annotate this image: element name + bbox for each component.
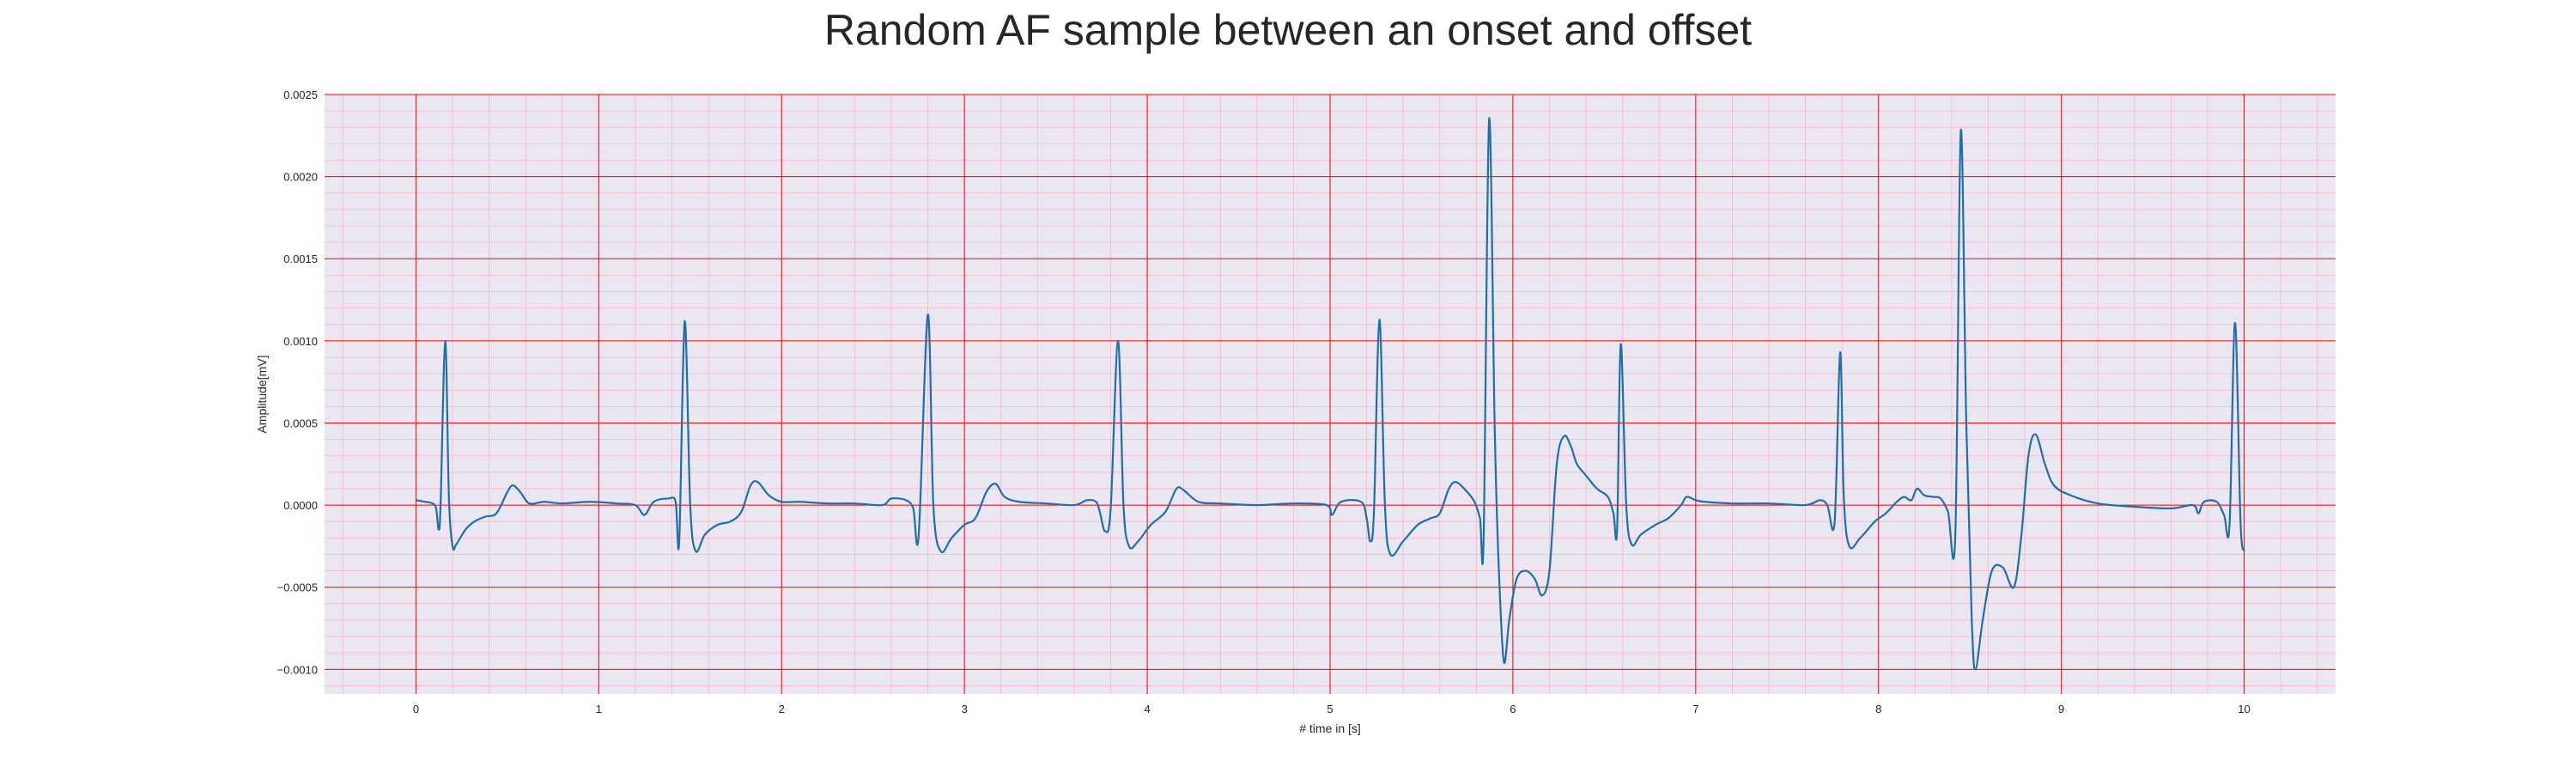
x-tick-label: 0	[413, 703, 419, 715]
y-axis-label: Amplitude[mV]	[255, 355, 269, 433]
x-tick-labels: 0 1 2 3 4 5 6 7 8 9 10	[413, 703, 2251, 715]
y-tick-label: 0.0020	[283, 171, 318, 184]
x-axis-label: # time in [s]	[1299, 721, 1361, 735]
y-tick-labels: −0.0010 −0.0005 0.0000 0.0005 0.0010 0.0015 0.…	[277, 88, 318, 676]
y-tick-label: −0.0010	[277, 663, 318, 676]
y-tick-label: 0.0000	[283, 499, 318, 512]
x-tick-label: 2	[779, 703, 785, 715]
x-tick-label: 4	[1144, 703, 1150, 715]
y-tick-label: 0.0025	[283, 88, 318, 101]
x-tick-label: 1	[596, 703, 602, 715]
y-tick-label: 0.0005	[283, 417, 318, 429]
x-tick-label: 10	[2238, 703, 2250, 715]
x-tick-label: 9	[2058, 703, 2064, 715]
x-tick-label: 7	[1692, 703, 1698, 715]
x-tick-label: 8	[1875, 703, 1881, 715]
x-tick-label: 6	[1510, 703, 1516, 715]
ecg-signal-line	[416, 117, 2245, 671]
y-tick-label: −0.0005	[277, 581, 318, 594]
y-tick-label: 0.0015	[283, 253, 318, 265]
chart-title: Random AF sample between an onset and of…	[823, 6, 1753, 54]
x-tick-label: 5	[1327, 703, 1333, 715]
y-tick-label: 0.0010	[283, 335, 318, 348]
major-grid	[325, 94, 2336, 694]
x-tick-label: 3	[962, 703, 968, 715]
